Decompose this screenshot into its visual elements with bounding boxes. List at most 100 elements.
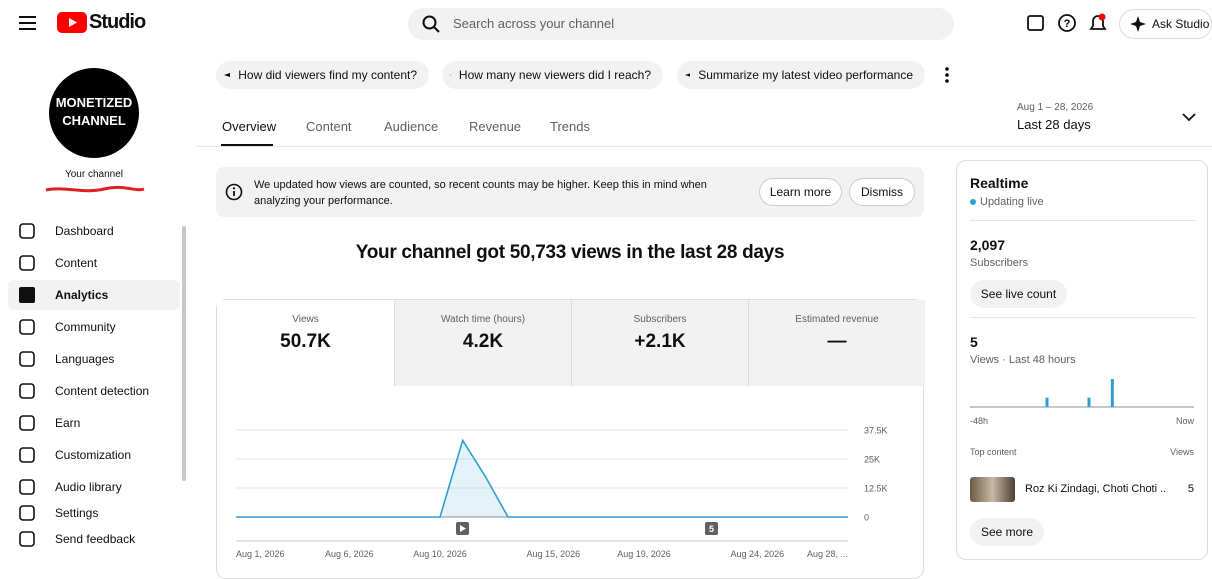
icon-shape <box>19 223 35 239</box>
nav-icon <box>19 255 35 271</box>
your-channel: Your channel <box>64 169 123 180</box>
scrollbar[interactable] <box>182 226 186 481</box>
tab[interactable]: Audience <box>384 119 439 134</box>
icon-shape <box>19 255 35 271</box>
nav-label: Earn <box>55 416 81 430</box>
search-icon <box>422 15 440 33</box>
sparkle-icon <box>1130 16 1146 32</box>
nav-item[interactable]: Earn <box>8 408 180 438</box>
nav-item[interactable]: Content <box>8 248 180 278</box>
icon-shape <box>19 447 35 463</box>
sparkle <box>450 74 451 76</box>
nav-icon <box>19 505 35 521</box>
live-dot <box>970 199 976 205</box>
prompt-text: Summarize my latest video performance <box>698 68 913 82</box>
divider <box>970 317 1195 318</box>
nav-item[interactable]: Community <box>8 312 180 342</box>
video-thumbnail[interactable] <box>970 477 1015 502</box>
video-title[interactable]: Roz Ki Zindagi, Choti Choti ... <box>1025 483 1165 495</box>
sparkle-icon <box>224 72 231 78</box>
realtime-status: Updating live <box>970 196 1044 208</box>
nav-label: Dashboard <box>55 224 114 238</box>
metric-tile[interactable]: Watch time (hours) 4.2K <box>394 300 571 386</box>
divider <box>970 220 1195 221</box>
metric-tile[interactable]: Estimated revenue — <box>748 300 925 386</box>
nav-icon <box>19 531 35 547</box>
video-views: 5 <box>1187 483 1194 495</box>
search-placeholder: Search across your channel <box>453 16 615 31</box>
nav-item[interactable]: Languages <box>8 344 180 374</box>
prompt-chip[interactable]: How many new viewers did I reach? <box>442 61 663 89</box>
prompt-chip[interactable]: How did viewers find my content? <box>216 61 429 89</box>
nav-icon <box>19 479 35 495</box>
nav-label: Content detection <box>55 384 150 398</box>
prompt-text: How many new viewers did I reach? <box>458 68 651 82</box>
nav-icon <box>19 351 35 367</box>
date-label[interactable]: Last 28 days <box>1017 117 1091 132</box>
subs-count: 2,097 <box>970 237 1006 253</box>
realtime-card: Realtime Updating live 2,097 Subscribers… <box>956 160 1208 560</box>
nav-label: Languages <box>55 352 115 366</box>
nav-label: Send feedback <box>55 532 136 546</box>
tab[interactable]: Content <box>306 119 352 134</box>
metric-value: +2.1K <box>634 331 686 352</box>
sparkle <box>685 73 691 77</box>
nav-item[interactable]: Settings <box>8 498 180 528</box>
nav-item[interactable]: Dashboard <box>8 216 180 246</box>
tab-divider <box>196 146 1212 147</box>
avatar-line: MONETIZED <box>55 95 133 110</box>
nav-icon <box>19 287 35 303</box>
nav-icon <box>19 223 35 239</box>
header-icons[interactable]: ? <box>1026 13 1126 35</box>
svg-text:?: ? <box>1064 18 1071 30</box>
metric-tile[interactable]: Subscribers +2.1K <box>571 300 748 386</box>
channel-avatar[interactable]: MONETIZED CHANNEL <box>49 68 139 158</box>
nav-item[interactable]: Send feedback <box>8 524 180 554</box>
nav-item[interactable]: Audio library <box>8 472 180 502</box>
avatar-line: CHANNEL <box>62 113 126 128</box>
metric-label: Subscribers <box>633 314 687 325</box>
nav-label: Customization <box>55 448 132 462</box>
icon-shape <box>19 415 35 431</box>
realtime-title: Realtime <box>970 175 1029 191</box>
chevron[interactable] <box>1182 112 1196 122</box>
tab[interactable]: Overview <box>222 119 277 134</box>
tab[interactable]: Trends <box>550 119 590 134</box>
ask-studio-button[interactable]: Ask Studio <box>1119 9 1212 39</box>
metric-value: — <box>827 331 847 352</box>
logo-icon[interactable] <box>57 12 87 33</box>
more-icon[interactable] <box>944 66 950 84</box>
notice: We updated how views are counted, so rec… <box>216 167 924 217</box>
headline: Your channel got 50,733 views in the las… <box>355 242 785 263</box>
metric-label: Estimated revenue <box>795 314 879 325</box>
metric-value: 50.7K <box>280 331 331 352</box>
icon-shape <box>19 479 35 495</box>
nav-item[interactable]: Content detection <box>8 376 180 406</box>
views-count: 5 <box>970 334 978 350</box>
subs-label: Subscribers <box>970 257 1029 269</box>
menu-icon[interactable] <box>18 15 38 31</box>
redacted-name <box>45 185 145 193</box>
see-more-button[interactable]: See more <box>970 518 1044 546</box>
nav-icon <box>19 415 35 431</box>
icon-shape <box>19 531 35 547</box>
ask-label: Ask Studio <box>1152 17 1210 31</box>
nav-label: Community <box>55 320 116 334</box>
nav-item[interactable]: Customization <box>8 440 180 470</box>
search-box[interactable]: Search across your channel <box>408 8 954 40</box>
icon-shape <box>19 319 35 335</box>
prompt-chip[interactable]: Summarize my latest video performance <box>677 61 925 89</box>
metric-tile[interactable]: Views 50.7K <box>217 300 394 386</box>
icon-shape <box>19 383 35 399</box>
logo-text[interactable]: Studio <box>89 11 146 33</box>
dismiss-button[interactable]: Dismiss <box>849 178 915 206</box>
notice-text: We updated how views are counted, so rec… <box>254 179 707 207</box>
learn-more-button[interactable]: Learn more <box>759 178 842 206</box>
live-count-button[interactable]: See live count <box>970 280 1067 308</box>
tab[interactable]: Revenue <box>469 119 522 134</box>
nav-label: Audio library <box>55 480 122 494</box>
sparkle-icon <box>685 73 691 77</box>
metric-label: Watch time (hours) <box>440 314 526 325</box>
nav-item[interactable]: Analytics <box>8 280 180 310</box>
